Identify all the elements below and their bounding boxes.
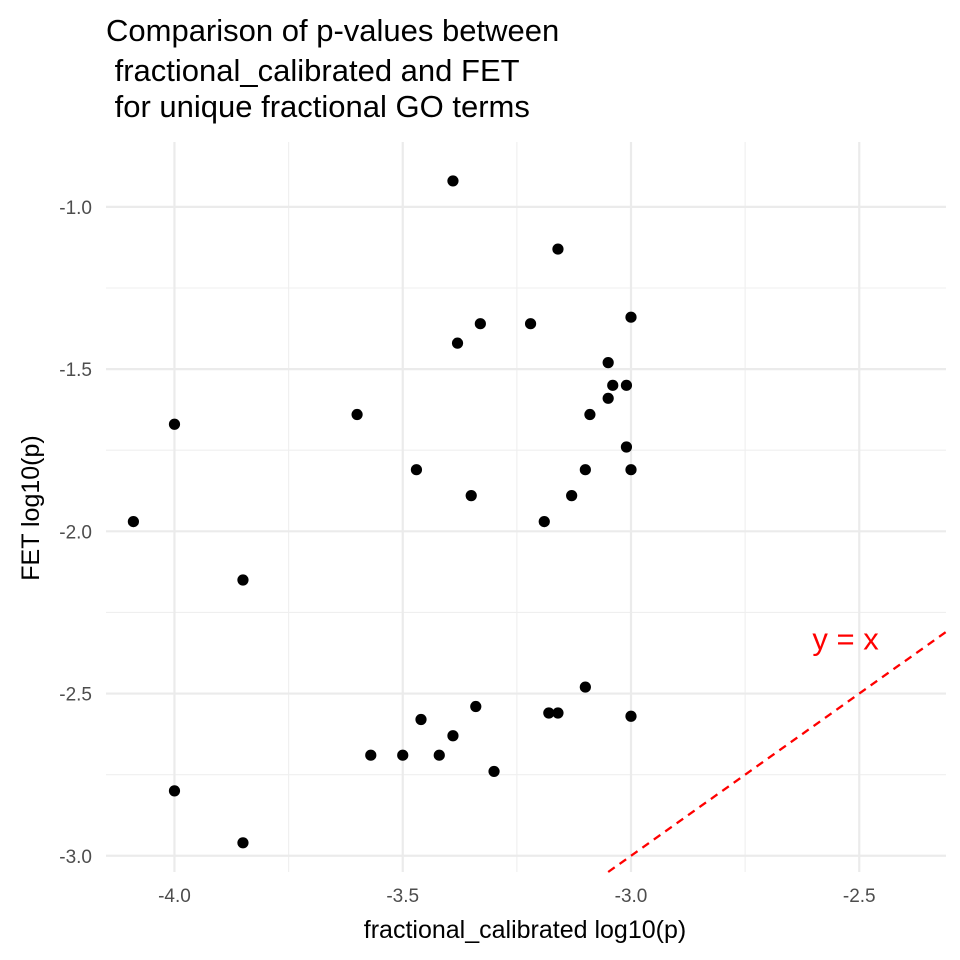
data-point <box>447 730 459 742</box>
chart-title: Comparison of p-values between fractiona… <box>106 13 559 124</box>
data-point <box>451 337 464 349</box>
y-tick-label: -1.5 <box>59 360 92 381</box>
y-axis-title: FET log10(p) <box>17 435 45 580</box>
data-point <box>602 392 614 404</box>
minor-gridlines <box>106 142 946 872</box>
data-point <box>447 175 459 187</box>
data-point <box>465 490 477 502</box>
data-point <box>579 681 591 693</box>
data-point <box>524 318 537 330</box>
data-point <box>543 707 555 719</box>
x-axis-tick-labels: -4.0 -3.5 -3.0 -2.5 <box>158 886 876 907</box>
x-axis-title: fractional_calibrated log10(p) <box>364 916 686 944</box>
chart-title-line-2: fractional_calibrated and FET <box>106 53 520 88</box>
data-point <box>365 749 377 761</box>
y-axis-tick-labels: -1.0 -1.5 -2.0 -2.5 -3.0 <box>59 198 92 868</box>
data-point <box>474 318 486 330</box>
data-point <box>415 713 427 726</box>
data-point <box>470 700 482 713</box>
data-point <box>620 441 633 453</box>
data-point <box>127 516 139 528</box>
major-gridlines <box>106 142 946 872</box>
data-point <box>602 357 614 369</box>
data-point <box>410 464 423 476</box>
y-tick-label: -2.0 <box>59 522 92 543</box>
x-tick-label: -2.5 <box>843 886 876 907</box>
data-point <box>168 418 181 430</box>
data-point <box>237 837 249 849</box>
reference-line-y-equals-x <box>607 630 947 873</box>
data-point <box>538 516 550 528</box>
x-tick-label: -3.5 <box>386 886 419 907</box>
y-equals-x-annotation: y = x <box>812 621 879 656</box>
data-point <box>488 765 500 778</box>
chart-title-line-1: Comparison of p-values between <box>106 13 559 48</box>
data-point <box>237 574 249 586</box>
data-point <box>607 379 619 391</box>
data-point <box>552 707 564 719</box>
data-point <box>625 311 637 323</box>
x-tick-label: -4.0 <box>158 886 191 907</box>
data-point <box>433 749 445 761</box>
y-tick-label: -1.0 <box>59 198 92 219</box>
y-tick-label: -2.5 <box>59 685 92 706</box>
data-point <box>584 408 596 421</box>
data-points <box>127 175 637 849</box>
reference-line-group <box>607 630 947 873</box>
data-point <box>397 749 409 761</box>
chart-title-line-3: for unique fractional GO terms <box>106 89 530 124</box>
data-point <box>566 490 578 502</box>
y-tick-label: -3.0 <box>59 847 92 868</box>
data-point <box>579 464 591 476</box>
data-point <box>351 408 363 421</box>
data-point <box>168 785 181 797</box>
x-tick-label: -3.0 <box>615 886 648 907</box>
data-point <box>620 379 633 391</box>
data-point <box>552 243 564 255</box>
data-point <box>625 464 637 476</box>
data-point <box>625 710 637 722</box>
